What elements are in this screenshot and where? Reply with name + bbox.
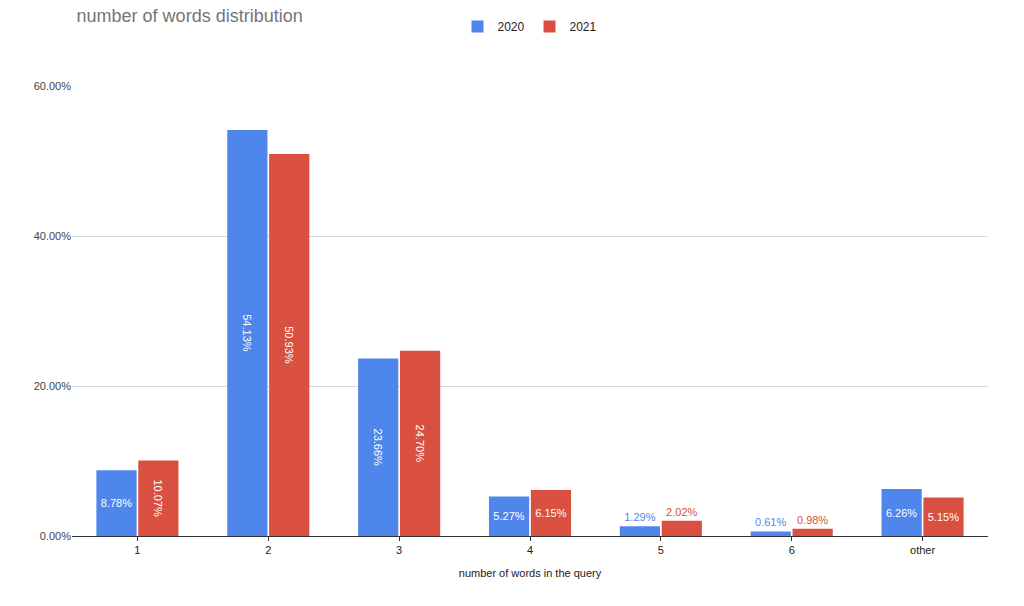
svg-text:40.00%: 40.00% — [34, 230, 72, 242]
svg-text:2020: 2020 — [498, 20, 525, 34]
svg-text:23.66%: 23.66% — [372, 429, 384, 467]
svg-text:24.70%: 24.70% — [414, 425, 426, 463]
svg-text:20.00%: 20.00% — [34, 380, 72, 392]
svg-text:2.02%: 2.02% — [666, 506, 697, 518]
svg-text:2021: 2021 — [570, 20, 597, 34]
svg-text:54.13%: 54.13% — [241, 314, 253, 352]
svg-text:number of words distribution: number of words distribution — [77, 6, 303, 26]
svg-text:6: 6 — [789, 544, 795, 556]
svg-text:6.26%: 6.26% — [886, 507, 917, 519]
svg-text:4: 4 — [527, 544, 533, 556]
svg-text:0.61%: 0.61% — [755, 516, 786, 528]
svg-text:1: 1 — [134, 544, 140, 556]
svg-text:50.93%: 50.93% — [283, 326, 295, 364]
svg-text:0.98%: 0.98% — [797, 514, 828, 526]
svg-text:5.27%: 5.27% — [493, 510, 524, 522]
svg-text:6.15%: 6.15% — [535, 507, 566, 519]
svg-text:8.78%: 8.78% — [101, 497, 132, 509]
svg-text:number of words in the query: number of words in the query — [459, 567, 602, 579]
svg-text:5: 5 — [658, 544, 664, 556]
svg-text:60.00%: 60.00% — [34, 80, 72, 92]
svg-text:other: other — [910, 544, 935, 556]
svg-text:2: 2 — [265, 544, 271, 556]
svg-text:1.29%: 1.29% — [624, 511, 655, 523]
svg-text:3: 3 — [396, 544, 402, 556]
svg-text:0.00%: 0.00% — [40, 530, 71, 542]
svg-text:10.07%: 10.07% — [152, 479, 164, 517]
svg-text:5.15%: 5.15% — [928, 511, 959, 523]
